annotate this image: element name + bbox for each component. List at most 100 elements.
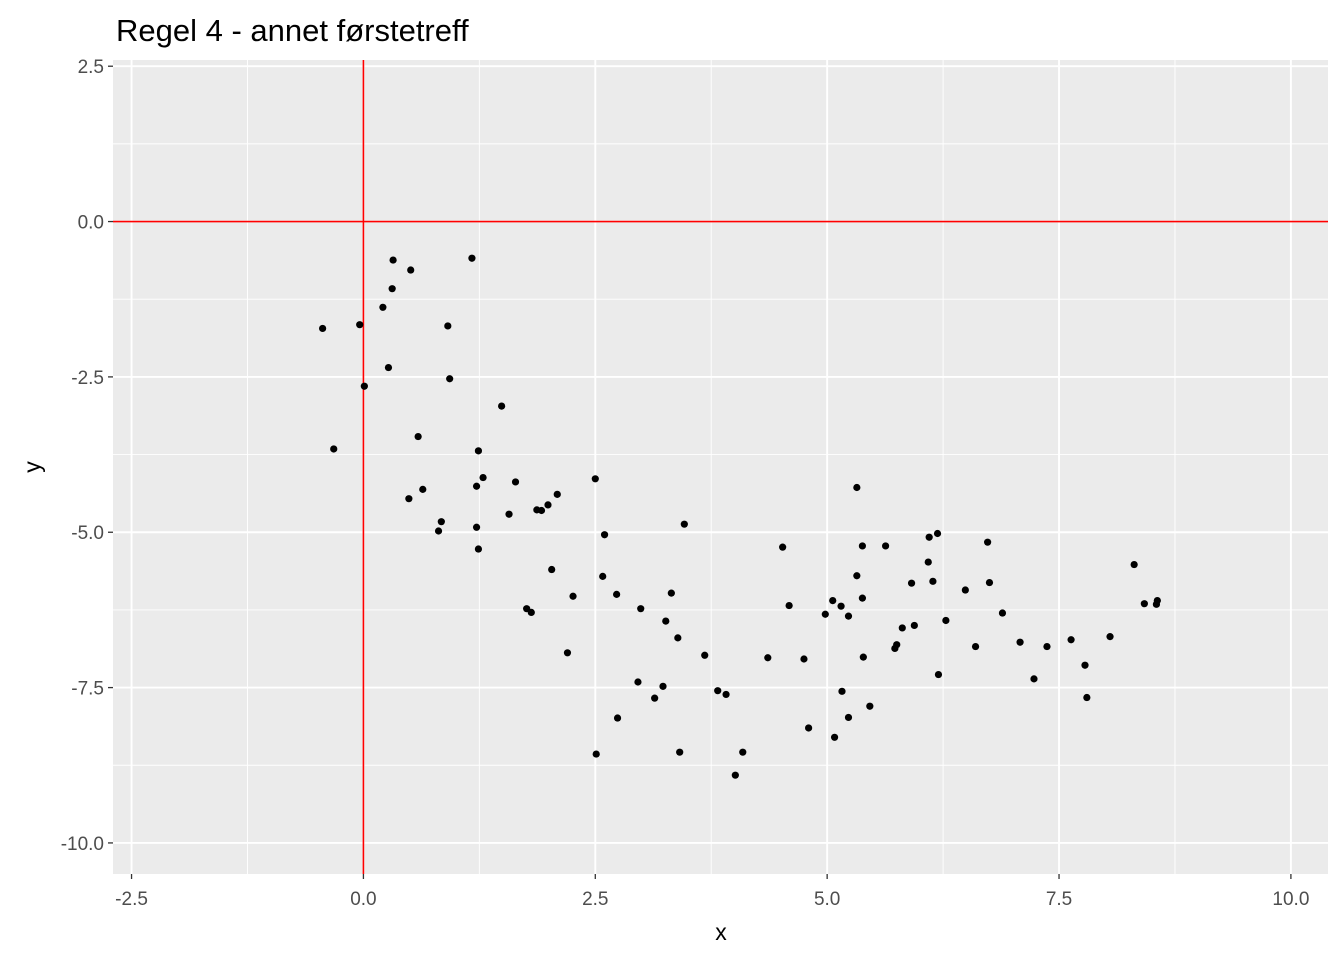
data-point bbox=[1081, 661, 1089, 669]
data-point bbox=[844, 713, 853, 722]
data-point bbox=[544, 501, 552, 509]
data-point bbox=[527, 608, 535, 617]
data-point bbox=[800, 655, 808, 663]
data-point bbox=[389, 256, 397, 264]
data-point bbox=[472, 482, 481, 490]
data-point bbox=[505, 510, 513, 518]
data-point bbox=[405, 495, 413, 503]
data-point bbox=[356, 321, 364, 329]
data-point bbox=[731, 771, 739, 779]
x-tick-label: 10.0 bbox=[1272, 889, 1309, 910]
y-tick-label: 0.0 bbox=[78, 213, 104, 234]
data-point bbox=[1140, 600, 1148, 608]
data-point bbox=[942, 616, 950, 625]
data-point bbox=[379, 303, 387, 311]
data-point bbox=[444, 322, 452, 330]
x-tick-label: 7.5 bbox=[1046, 889, 1072, 910]
data-point bbox=[961, 586, 969, 594]
data-point bbox=[434, 527, 443, 535]
data-point bbox=[924, 558, 932, 566]
data-point bbox=[934, 670, 943, 679]
data-point bbox=[548, 565, 556, 574]
data-point bbox=[537, 506, 546, 515]
data-point bbox=[634, 678, 642, 686]
data-point bbox=[1106, 633, 1114, 641]
data-point bbox=[474, 447, 483, 455]
y-axis-title: y bbox=[19, 461, 45, 473]
data-point bbox=[837, 602, 845, 610]
x-axis: -2.5 0.0 2.5 5.0 7.5 10.0 bbox=[115, 874, 1309, 910]
reference-lines bbox=[113, 60, 1328, 874]
data-point bbox=[910, 621, 918, 630]
data-point bbox=[360, 382, 368, 390]
data-point bbox=[592, 750, 600, 758]
data-point bbox=[1067, 636, 1075, 644]
data-point bbox=[613, 714, 622, 722]
data-point bbox=[468, 254, 476, 262]
data-point bbox=[722, 690, 730, 699]
y-tick-label: -10.0 bbox=[61, 834, 104, 855]
data-point bbox=[830, 733, 839, 741]
data-point bbox=[384, 363, 393, 372]
data-point bbox=[853, 483, 861, 492]
data-point bbox=[474, 545, 483, 553]
data-point bbox=[613, 590, 621, 598]
y-tick-label: -5.0 bbox=[71, 523, 104, 544]
data-point bbox=[563, 649, 572, 657]
minor-gridlines bbox=[113, 60, 1328, 874]
data-point bbox=[844, 612, 853, 620]
data-point bbox=[479, 473, 487, 482]
data-point bbox=[893, 641, 901, 649]
data-point bbox=[858, 542, 867, 550]
data-point bbox=[437, 518, 445, 526]
x-tick-label: 0.0 bbox=[350, 889, 376, 910]
data-point bbox=[330, 445, 338, 453]
y-tick-label: -7.5 bbox=[71, 679, 104, 700]
data-point bbox=[637, 605, 645, 613]
data-point bbox=[858, 594, 867, 602]
data-point bbox=[414, 432, 422, 441]
data-point bbox=[651, 694, 659, 702]
data-point bbox=[853, 572, 861, 580]
data-point bbox=[472, 523, 481, 531]
data-point bbox=[676, 748, 684, 756]
data-point bbox=[1030, 675, 1038, 683]
data-point bbox=[319, 324, 327, 333]
y-tick-label: -2.5 bbox=[71, 368, 104, 389]
chart-title: Regel 4 - annet førstetreff bbox=[116, 13, 469, 48]
data-point bbox=[821, 610, 829, 618]
data-point bbox=[591, 475, 599, 483]
data-point bbox=[553, 490, 561, 498]
data-point bbox=[764, 654, 772, 662]
data-point bbox=[985, 578, 994, 587]
data-point bbox=[599, 572, 607, 580]
data-point bbox=[667, 589, 675, 597]
plot-panel bbox=[113, 60, 1328, 874]
data-point bbox=[866, 702, 874, 710]
x-tick-label: 5.0 bbox=[814, 889, 840, 910]
y-tick-label: 2.5 bbox=[78, 57, 104, 78]
x-axis-title: x bbox=[715, 919, 727, 945]
data-point bbox=[785, 601, 793, 610]
data-point bbox=[1016, 638, 1024, 646]
data-points bbox=[319, 254, 1161, 779]
data-point bbox=[659, 682, 667, 690]
y-axis: -10.0 -7.5 -5.0 -2.5 0.0 2.5 bbox=[61, 57, 113, 855]
data-point bbox=[881, 542, 890, 550]
data-point bbox=[419, 485, 427, 493]
data-point bbox=[984, 538, 992, 546]
data-point bbox=[407, 266, 415, 274]
data-point bbox=[998, 609, 1007, 617]
data-point bbox=[907, 579, 916, 587]
data-point bbox=[1043, 642, 1051, 651]
data-point bbox=[929, 577, 937, 585]
data-point bbox=[388, 285, 396, 293]
data-point bbox=[829, 596, 837, 605]
data-point bbox=[805, 724, 813, 732]
data-point bbox=[674, 634, 682, 642]
data-point bbox=[1130, 560, 1138, 569]
data-point bbox=[569, 592, 577, 600]
data-point bbox=[739, 748, 747, 756]
data-point bbox=[838, 687, 846, 695]
data-point bbox=[701, 651, 709, 659]
